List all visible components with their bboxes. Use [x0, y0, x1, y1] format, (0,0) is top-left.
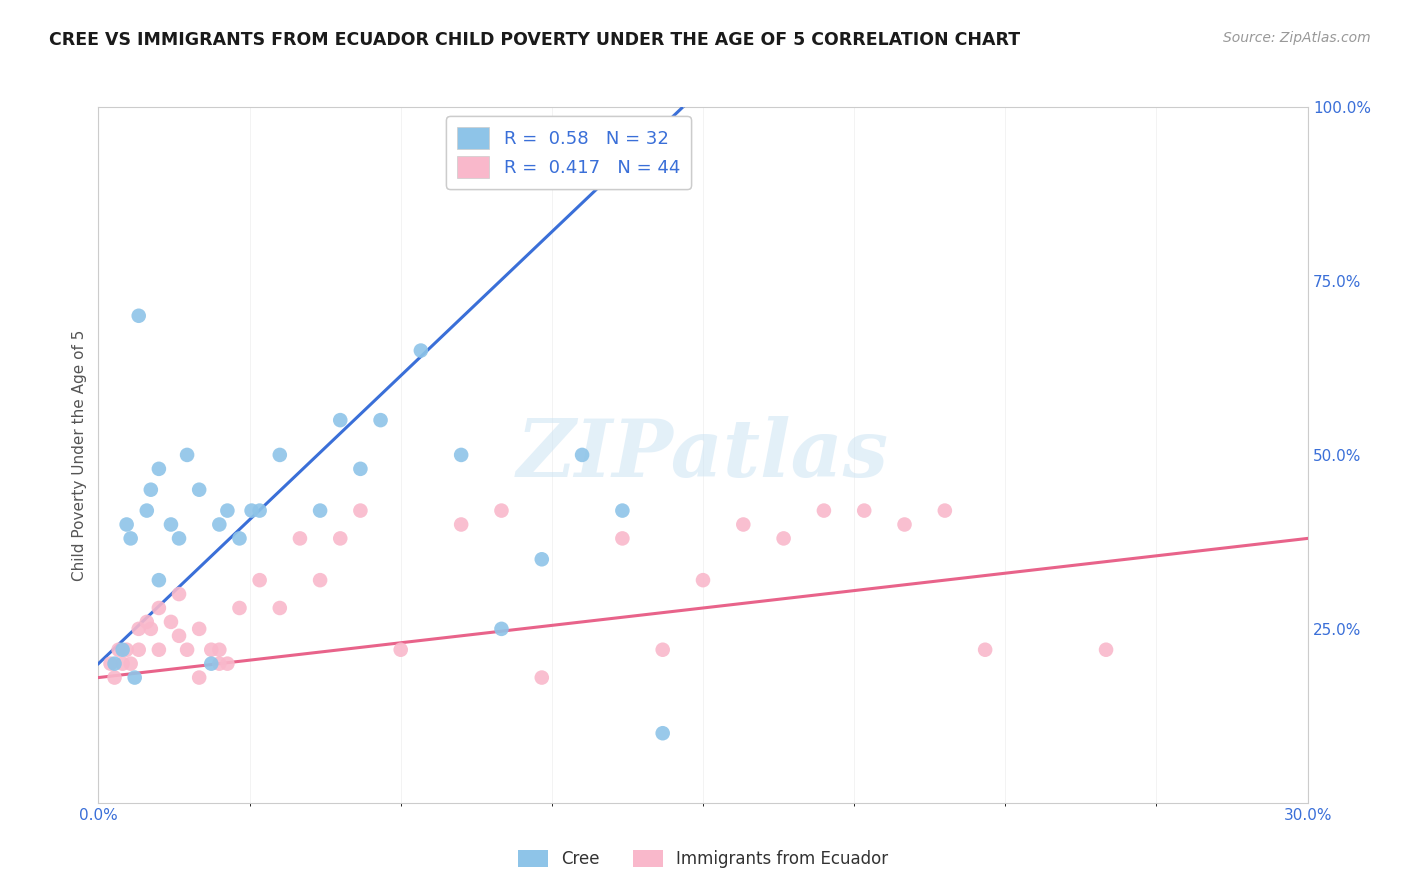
- Point: [103, 657, 125, 671]
- Y-axis label: Child Poverty Under the Age of 5: Child Poverty Under the Age of 5: [72, 329, 87, 581]
- Point: [120, 532, 142, 546]
- Point: [893, 517, 915, 532]
- Point: [269, 601, 291, 615]
- Point: [974, 642, 997, 657]
- Point: [491, 622, 513, 636]
- Point: [167, 629, 190, 643]
- Point: [389, 642, 412, 657]
- Text: Source: ZipAtlas.com: Source: ZipAtlas.com: [1223, 31, 1371, 45]
- Point: [228, 532, 250, 546]
- Point: [200, 657, 222, 671]
- Point: [249, 573, 271, 587]
- Point: [160, 517, 183, 532]
- Point: [176, 448, 198, 462]
- Point: [128, 622, 150, 636]
- Text: ZIPatlas: ZIPatlas: [517, 417, 889, 493]
- Point: [217, 657, 239, 671]
- Point: [813, 503, 835, 517]
- Point: [135, 615, 157, 629]
- Point: [491, 503, 513, 517]
- Point: [124, 671, 146, 685]
- Point: [111, 657, 134, 671]
- Point: [139, 483, 162, 497]
- Point: [115, 517, 138, 532]
- Point: [772, 532, 794, 546]
- Point: [450, 517, 472, 532]
- Point: [228, 601, 250, 615]
- Point: [200, 642, 222, 657]
- Point: [111, 642, 134, 657]
- Text: CREE VS IMMIGRANTS FROM ECUADOR CHILD POVERTY UNDER THE AGE OF 5 CORRELATION CHA: CREE VS IMMIGRANTS FROM ECUADOR CHILD PO…: [49, 31, 1021, 49]
- Point: [288, 532, 311, 546]
- Point: [160, 615, 183, 629]
- Point: [188, 671, 211, 685]
- Point: [853, 503, 876, 517]
- Point: [1095, 642, 1118, 657]
- Point: [128, 309, 150, 323]
- Point: [309, 573, 332, 587]
- Point: [651, 726, 673, 740]
- Point: [240, 503, 263, 517]
- Point: [692, 573, 714, 587]
- Point: [128, 642, 150, 657]
- Point: [148, 462, 170, 476]
- Point: [530, 552, 553, 566]
- Point: [100, 657, 122, 671]
- Point: [120, 657, 142, 671]
- Point: [269, 448, 291, 462]
- Point: [329, 532, 352, 546]
- Point: [249, 503, 271, 517]
- Point: [208, 642, 231, 657]
- Point: [208, 517, 231, 532]
- Point: [217, 503, 239, 517]
- Point: [135, 503, 157, 517]
- Point: [167, 587, 190, 601]
- Point: [148, 601, 170, 615]
- Point: [571, 448, 593, 462]
- Point: [103, 671, 125, 685]
- Point: [612, 532, 634, 546]
- Point: [148, 573, 170, 587]
- Point: [309, 503, 332, 517]
- Point: [409, 343, 432, 358]
- Point: [370, 413, 392, 427]
- Point: [188, 483, 211, 497]
- Point: [329, 413, 352, 427]
- Point: [115, 642, 138, 657]
- Point: [450, 448, 472, 462]
- Point: [349, 462, 371, 476]
- Point: [530, 671, 553, 685]
- Legend: R =  0.58   N = 32, R =  0.417   N = 44: R = 0.58 N = 32, R = 0.417 N = 44: [446, 116, 690, 189]
- Legend: Cree, Immigrants from Ecuador: Cree, Immigrants from Ecuador: [510, 843, 896, 875]
- Point: [139, 622, 162, 636]
- Point: [107, 642, 129, 657]
- Point: [208, 657, 231, 671]
- Point: [148, 642, 170, 657]
- Point: [612, 503, 634, 517]
- Point: [651, 642, 673, 657]
- Point: [349, 503, 371, 517]
- Point: [188, 622, 211, 636]
- Point: [934, 503, 956, 517]
- Point: [176, 642, 198, 657]
- Point: [167, 532, 190, 546]
- Point: [733, 517, 755, 532]
